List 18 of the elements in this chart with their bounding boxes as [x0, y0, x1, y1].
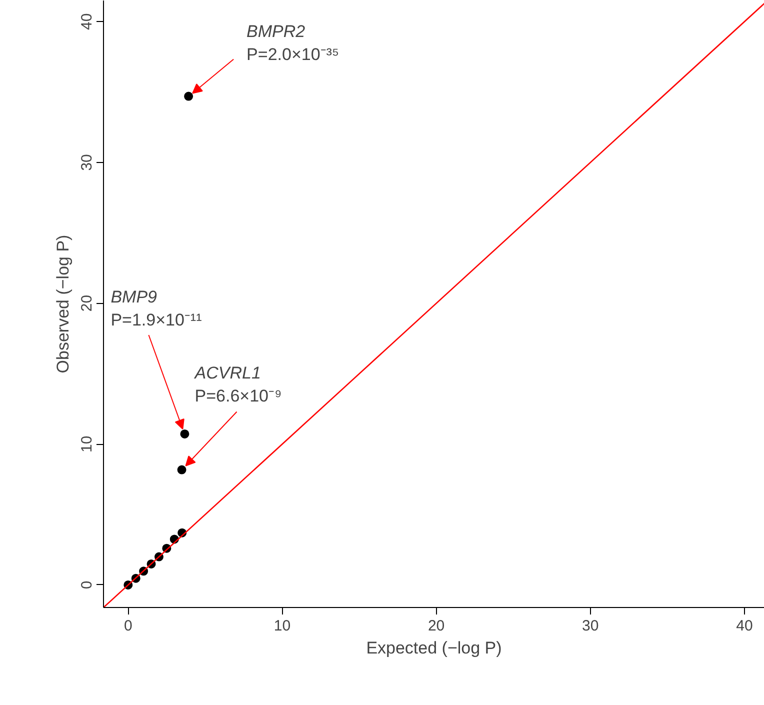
point: [180, 430, 190, 438]
y-axis-title: Observed (−log P): [54, 234, 72, 374]
annotation: BMPR2 P=2.0×10⁻³⁵: [246, 22, 340, 64]
x-tick-label: 30: [582, 618, 599, 634]
x-tick-label: 0: [124, 618, 132, 634]
point: [177, 465, 186, 474]
y-tick-label: 40: [78, 13, 96, 30]
annotation: ACVRL1 P=6.6×10⁻⁹: [194, 363, 282, 406]
annotation: BMP9 P=1.9×10⁻¹¹: [110, 287, 202, 330]
x-axis-title: Expected (−log P): [366, 638, 502, 658]
y-tick-label: 30: [78, 154, 96, 171]
y-tick-label: 20: [78, 294, 96, 312]
x-tick-label: 10: [274, 618, 291, 634]
point: [184, 92, 194, 101]
x-tick-label: 20: [428, 618, 445, 634]
y-tick-label: 10: [78, 436, 96, 452]
y-tick-label: 0: [78, 580, 96, 590]
x-tick-label: 40: [736, 618, 753, 634]
